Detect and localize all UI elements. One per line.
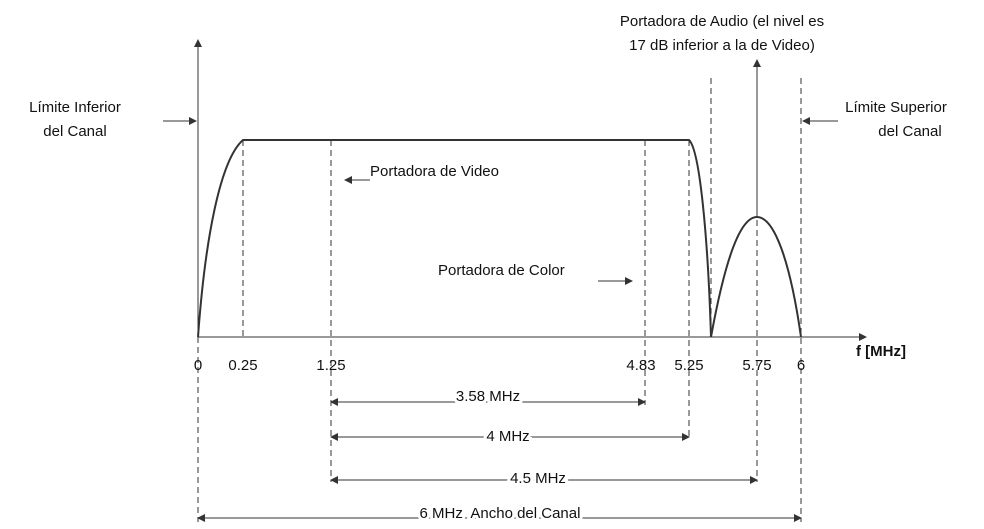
tick-label: 5.75 — [742, 357, 771, 374]
tick-label: 0.25 — [228, 357, 257, 374]
video-spectrum — [197, 139, 712, 338]
tick-label: 0 — [194, 357, 202, 374]
annotation: Portadora de Color — [438, 262, 565, 279]
dimension-label: 4 MHz — [486, 428, 529, 445]
annotation: del Canal — [878, 123, 941, 140]
annotation: del Canal — [43, 123, 106, 140]
audio-spectrum — [710, 215, 802, 338]
dimension-label: 3.58 MHz — [456, 388, 520, 405]
annotation: Portadora de Video — [370, 163, 499, 180]
dimension-label: 4.5 MHz — [510, 470, 566, 487]
tick-label: 6 — [797, 357, 805, 374]
dimension-lines — [197, 398, 802, 522]
tick-label: 1.25 — [316, 357, 345, 374]
annotation: Límite Inferior — [29, 99, 121, 116]
axis-label: f [MHz] — [856, 343, 906, 360]
annotation: 17 dB inferior a la de Video) — [629, 37, 815, 54]
tick-label: 4.83 — [626, 357, 655, 374]
tick-label: 5.25 — [674, 357, 703, 374]
dashed-lines — [197, 78, 802, 522]
dimension-label: 6 MHz Ancho del Canal — [420, 505, 581, 522]
annotation: Límite Superior — [845, 99, 947, 116]
annotation: Portadora de Audio (el nivel es — [620, 13, 824, 30]
